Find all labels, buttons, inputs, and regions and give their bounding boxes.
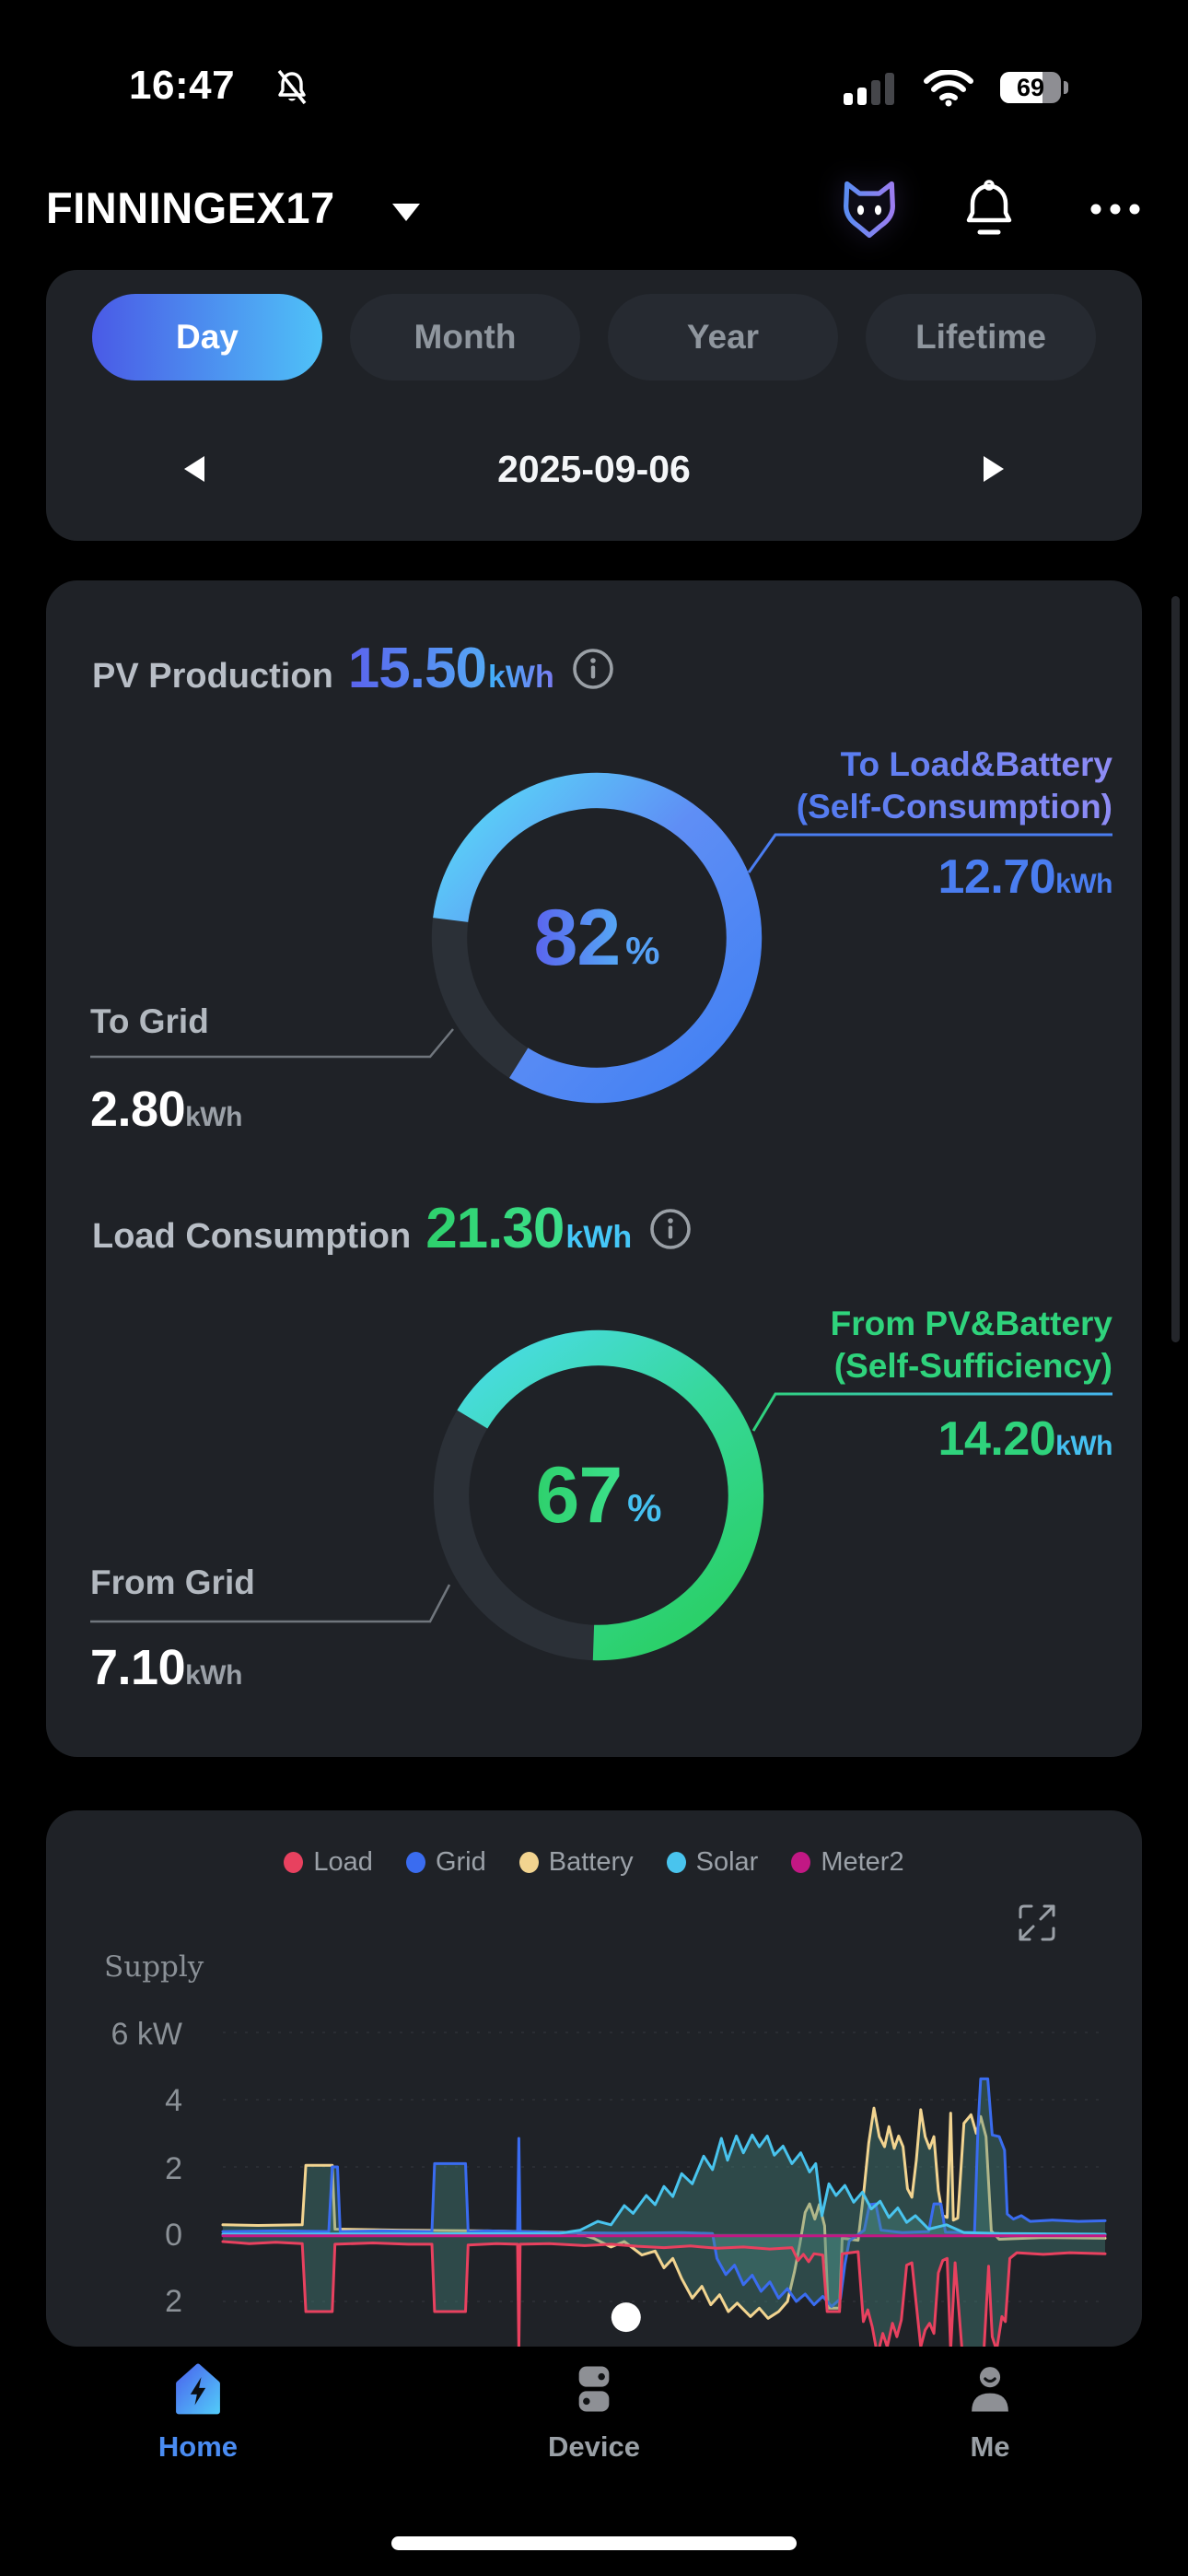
legend-load[interactable]: Load [284, 1847, 373, 1878]
legend-battery[interactable]: Battery [518, 1847, 634, 1878]
y-tick-6kw: 6 kW [111, 2017, 182, 2052]
scrollbar[interactable] [1171, 596, 1180, 1342]
wifi-icon [924, 70, 973, 107]
assistant-fox-icon[interactable] [834, 175, 904, 245]
y-axis-title: Supply [104, 1950, 204, 1984]
legend-solar[interactable]: Solar [666, 1847, 759, 1878]
load-info-icon[interactable] [648, 1207, 693, 1251]
chart-legend: Load Grid Battery Solar Meter2 [46, 1847, 1142, 1878]
notifications-bell-icon[interactable] [960, 179, 1019, 241]
device-icon [578, 2366, 610, 2412]
y-tick-0: 0 [165, 2218, 182, 2253]
pv-self-consumption-percent: 82 [533, 893, 621, 982]
home-indicator[interactable] [391, 2536, 797, 2550]
period-selector-card: Day Month Year Lifetime 2025-09-06 [46, 270, 1142, 541]
nav-device-label: Device [548, 2430, 640, 2463]
selected-date[interactable]: 2025-09-06 [497, 448, 691, 490]
load-from-grid-value: 7.10kWh [90, 1640, 242, 1695]
legend-dot-load [284, 1852, 304, 1873]
tab-lifetime[interactable]: Lifetime [866, 294, 1096, 381]
status-time: 16:47 [129, 63, 236, 108]
legend-dot-meter2 [791, 1852, 811, 1873]
pv-donut-center: 82 % [420, 761, 774, 1115]
home-icon [176, 2363, 220, 2415]
notifications-muted-icon [277, 69, 307, 105]
legend-label-meter2: Meter2 [821, 1847, 904, 1877]
legend-dot-grid [405, 1852, 425, 1873]
nav-me[interactable]: Me [879, 2363, 1101, 2464]
tab-month[interactable]: Month [350, 294, 580, 381]
y-tick-neg2: 2 [165, 2284, 182, 2319]
tab-year[interactable]: Year [608, 294, 838, 381]
load-main-callout-value: 14.20kWh [938, 1412, 1113, 1466]
y-tick-2: 2 [165, 2151, 182, 2186]
pv-production-header: PV Production 15.50 kWh [92, 636, 615, 701]
pv-to-grid-label: To Grid [90, 1002, 209, 1040]
pv-to-grid-value: 2.80kWh [90, 1082, 242, 1137]
pv-production-value: 15.50 [347, 637, 487, 700]
pv-percent-symbol: % [625, 929, 660, 972]
load-donut-center: 67 % [422, 1318, 775, 1672]
load-consumption-label: Load Consumption [92, 1217, 412, 1256]
load-main-callout-label: From PV&Battery (Self-Sufficiency) [830, 1305, 1112, 1385]
previous-date-button[interactable] [182, 454, 206, 484]
legend-meter2[interactable]: Meter2 [791, 1847, 904, 1878]
legend-dot-battery [518, 1852, 539, 1873]
legend-label-battery: Battery [548, 1847, 634, 1877]
nav-home-label: Home [157, 2430, 239, 2463]
battery-percent: 69 [1016, 74, 1045, 101]
battery-indicator: 69 [1000, 72, 1068, 103]
legend-label-grid: Grid [435, 1847, 486, 1877]
expand-chart-icon[interactable] [1015, 1901, 1059, 1945]
callout-lines [90, 833, 1112, 1623]
legend-label-load: Load [313, 1847, 373, 1877]
load-consumption-header: Load Consumption 21.30 kWh [92, 1196, 693, 1261]
pv-production-label: PV Production [92, 657, 333, 696]
pv-main-callout-value: 12.70kWh [938, 850, 1113, 904]
load-from-grid-label: From Grid [90, 1563, 255, 1601]
energy-summary-card: PV Production 15.50 kWh [46, 580, 1142, 1757]
pv-info-icon[interactable] [571, 647, 615, 691]
next-date-button[interactable] [982, 454, 1006, 484]
cellular-signal-icon [844, 73, 894, 105]
pv-main-callout-label: To Load&Battery (Self-Consumption) [797, 744, 1112, 828]
pv-donut-chart [431, 772, 763, 1104]
pv-production-unit: kWh [487, 660, 554, 695]
load-percent-symbol: % [627, 1486, 662, 1529]
y-tick-4: 4 [165, 2083, 182, 2118]
load-self-sufficiency-percent: 67 [535, 1450, 623, 1540]
nav-device[interactable]: Device [483, 2363, 705, 2464]
supply-chart-card: Load Grid Battery Solar Meter2 Supply 6 kW 4… [46, 1810, 1142, 2347]
chart-marker-dot[interactable] [611, 2302, 641, 2333]
nav-me-label: Me [970, 2430, 1010, 2463]
period-tabs: Day Month Year Lifetime [92, 294, 1096, 381]
nav-home[interactable]: Home [87, 2363, 309, 2464]
me-icon [972, 2367, 1008, 2412]
load-donut-chart [433, 1329, 764, 1661]
title-dropdown-caret-icon[interactable] [390, 201, 422, 223]
plant-title[interactable]: FINNINGEX17 [46, 183, 335, 232]
legend-grid[interactable]: Grid [405, 1847, 486, 1878]
load-consumption-unit: kWh [565, 1220, 633, 1255]
supply-chart-svg[interactable] [46, 1810, 1142, 2347]
load-consumption-value: 21.30 [425, 1197, 565, 1260]
legend-dot-solar [666, 1852, 686, 1873]
tab-day[interactable]: Day [92, 294, 322, 381]
more-menu-icon[interactable] [1089, 199, 1142, 219]
legend-label-solar: Solar [695, 1847, 759, 1877]
